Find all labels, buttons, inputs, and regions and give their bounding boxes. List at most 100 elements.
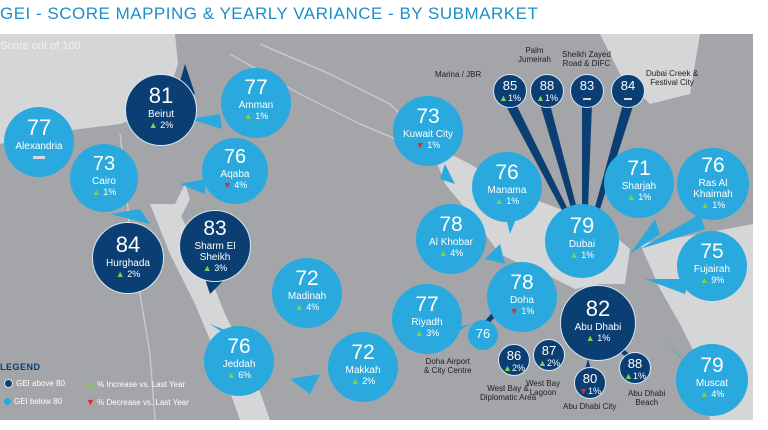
- variance: ▼ 1%: [509, 306, 535, 316]
- variance: ▲ 2%: [350, 376, 376, 386]
- variance: ▲1%: [536, 93, 558, 103]
- bubble-al-khobar[interactable]: 78 Al Khobar ▲ 4%: [416, 204, 486, 274]
- bubble-ras-al-khaimah[interactable]: 76 Ras Al Khaimah ▲ 1%: [677, 148, 749, 220]
- bubble-makkah[interactable]: 72 Makkah ▲ 2%: [328, 332, 398, 402]
- increase-arrow-icon: ▲: [226, 370, 236, 380]
- label-abu-dhabi-city: Abu Dhabi City: [563, 402, 617, 411]
- score-value: 76: [495, 161, 519, 184]
- bubble-sharjah[interactable]: 71 Sharjah ▲ 1%: [604, 148, 674, 218]
- bubble-sheikh-zayed-road[interactable]: 83: [570, 74, 604, 108]
- score-value: 73: [416, 105, 440, 128]
- bubble-fujairah[interactable]: 75 Fujairah ▲ 9%: [677, 231, 747, 301]
- bubble-beirut[interactable]: 81 Beirut ▲ 2%: [125, 74, 197, 146]
- score-value: 84: [115, 232, 141, 257]
- bubble-amman[interactable]: 77 Amman ▲ 1%: [221, 68, 291, 138]
- city-name: Beirut: [147, 109, 175, 120]
- score-value: 75: [700, 240, 724, 263]
- increase-arrow-icon: ▲: [438, 248, 448, 258]
- bubble-madinah[interactable]: 72 Madinah ▲ 4%: [272, 258, 342, 328]
- city-name: Muscat: [695, 378, 729, 389]
- bubble-dubai[interactable]: 79 Dubai ▲ 1%: [545, 204, 619, 278]
- page-title: GEI - SCORE MAPPING & YEARLY VARIANCE - …: [0, 4, 539, 23]
- variance: ▲1%: [499, 93, 521, 103]
- increase-arrow-icon: ▲: [91, 187, 101, 197]
- bubble-muscat[interactable]: 79 Muscat ▲ 4%: [676, 344, 748, 416]
- score-value: 82: [585, 296, 611, 321]
- variance-flat: [4, 152, 74, 162]
- map-subtitle: Score out of 100: [0, 40, 81, 52]
- increase-arrow-icon: ▲: [86, 379, 95, 389]
- bubble-jeddah[interactable]: 76 Jeddah ▲ 6%: [204, 326, 274, 396]
- label-sheikh-zayed-road: Sheikh Zayed Road & DIFC: [562, 50, 611, 68]
- bubble-sharm-el-sheikh[interactable]: 83 Sharm El Sheikh ▲ 3%: [179, 210, 251, 282]
- score-value: 88: [539, 78, 555, 93]
- increase-arrow-icon: ▲: [294, 302, 304, 312]
- variance: ▲ 4%: [294, 302, 320, 312]
- bubble-abu-dhabi-beach[interactable]: 88 ▲1%: [619, 352, 651, 384]
- score-value: 76: [701, 154, 725, 177]
- flat-dash-icon: [624, 97, 632, 100]
- bubble-dubai-creek[interactable]: 84: [611, 74, 645, 108]
- variance: ▲ 2%: [148, 120, 174, 130]
- city-name: Sharm El Sheikh: [194, 241, 236, 263]
- increase-arrow-icon: ▲: [148, 120, 158, 130]
- variance: ▲ 1%: [585, 333, 611, 343]
- score-value: 77: [244, 76, 268, 99]
- label-west-bay-diplomatic: West Bay & Diplomatic Area: [480, 384, 537, 402]
- variance: ▲ 2%: [115, 269, 141, 279]
- bubble-palm-jumeirah[interactable]: 88 ▲1%: [530, 74, 564, 108]
- bubble-marina-jbr[interactable]: 85 ▲1%: [493, 74, 527, 108]
- bubble-hurghada[interactable]: 84 Hurghada ▲ 2%: [92, 222, 164, 294]
- bubble-cairo[interactable]: 73 Cairo ▲ 1%: [70, 144, 138, 212]
- city-name: Sharjah: [621, 181, 657, 192]
- city-name: Hurghada: [106, 258, 150, 269]
- bubble-kuwait-city[interactable]: 73 Kuwait City ▼ 1%: [393, 96, 463, 166]
- flat-dash-icon: [33, 156, 45, 160]
- decrease-arrow-icon: ▼: [86, 397, 95, 407]
- dark-dot-icon: [4, 379, 13, 389]
- increase-arrow-icon: ▲: [699, 275, 709, 285]
- label-dubai-creek: Dubai Creek & Festival City: [646, 69, 699, 87]
- city-name: Riyadh: [411, 317, 443, 328]
- score-value: 88: [627, 356, 643, 371]
- variance-flat: [612, 93, 644, 103]
- bubble-aqaba[interactable]: 76 Aqaba ▼ 4%: [202, 138, 268, 204]
- bubble-west-bay-lagoon[interactable]: 87 ▲2%: [533, 339, 565, 371]
- bubble-west-bay-diplomatic[interactable]: 86 ▲2%: [498, 344, 530, 376]
- increase-arrow-icon: ▲: [585, 333, 595, 343]
- score-value: 77: [415, 293, 439, 316]
- score-value: 72: [351, 341, 375, 364]
- bubble-doha[interactable]: 78 Doha ▼ 1%: [487, 262, 557, 332]
- variance: ▲ 3%: [202, 263, 228, 273]
- increase-arrow-icon: ▲: [202, 263, 212, 273]
- city-name: Jeddah: [222, 359, 256, 370]
- variance: ▼1%: [579, 386, 601, 396]
- bubble-riyadh[interactable]: 77 Riyadh ▲ 3%: [392, 284, 462, 354]
- bubble-doha-airport[interactable]: 76: [468, 320, 498, 350]
- score-value: 76: [475, 326, 491, 341]
- score-value: 80: [582, 371, 598, 386]
- variance: ▲ 4%: [438, 248, 464, 258]
- increase-arrow-icon: ▲: [414, 328, 424, 338]
- increase-arrow-icon: ▲: [538, 358, 547, 368]
- city-name: Ras Al Khaimah: [693, 178, 733, 200]
- increase-arrow-icon: ▲: [699, 389, 709, 399]
- city-name: Fujairah: [693, 264, 731, 275]
- score-value: 71: [627, 157, 651, 180]
- city-name: Cairo: [92, 176, 116, 187]
- increase-arrow-icon: ▲: [536, 93, 545, 103]
- score-value: 73: [92, 153, 116, 175]
- bubble-abu-dhabi-city[interactable]: 80 ▼1%: [574, 367, 606, 399]
- city-name: Al Khobar: [429, 237, 473, 248]
- variance: ▲ 1%: [243, 111, 269, 121]
- legend-above-80: GEI above 80: [4, 379, 65, 389]
- bubble-alexandria[interactable]: 77 Alexandria: [4, 107, 74, 177]
- score-value: 87: [541, 343, 557, 358]
- increase-arrow-icon: ▲: [243, 111, 253, 121]
- city-name: Abu Dhabi: [574, 322, 622, 333]
- bubble-manama[interactable]: 76 Manama ▲ 1%: [472, 152, 542, 222]
- label-west-bay-lagoon: West Bay Lagoon: [526, 379, 561, 397]
- variance: ▲2%: [503, 363, 525, 373]
- bubble-abu-dhabi[interactable]: 82 Abu Dhabi ▲ 1%: [560, 285, 636, 361]
- variance: ▲ 9%: [699, 275, 725, 285]
